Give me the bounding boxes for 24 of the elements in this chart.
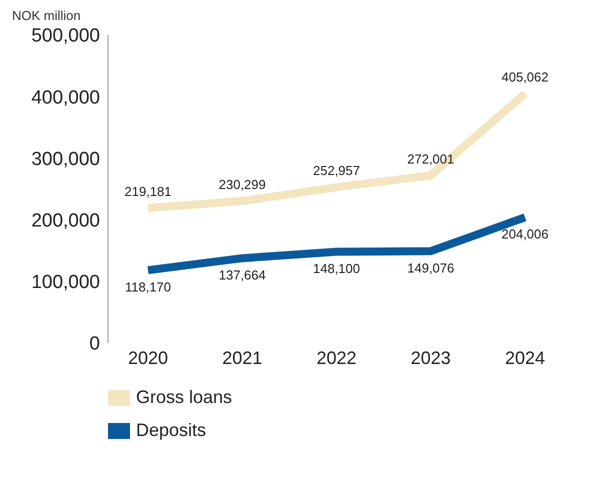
data-label: 230,299	[218, 177, 266, 192]
data-label: 137,664	[218, 267, 266, 282]
data-label: 118,170	[124, 279, 172, 294]
x-tick-label: 2024	[504, 348, 546, 368]
legend-label: Gross loans	[136, 387, 232, 408]
data-label: 252,957	[313, 163, 360, 178]
y-tick-label: 400,000	[31, 87, 100, 108]
data-label: 219,181	[124, 184, 172, 199]
x-tick-label: 2020	[128, 348, 168, 368]
legend-label: Deposits	[136, 420, 206, 441]
y-tick-label: 500,000	[31, 26, 100, 47]
data-label: 204,006	[502, 226, 548, 242]
data-label: 149,076	[407, 260, 454, 276]
data-label: 272,001	[407, 151, 454, 166]
y-tick-label: 0	[89, 334, 100, 355]
data-label: 405,062	[502, 69, 548, 84]
y-tick-label: 100,000	[31, 272, 100, 294]
y-tick-label: 300,000	[31, 148, 100, 170]
data-label: 148,100	[313, 261, 360, 276]
x-tick-label: 2022	[316, 348, 357, 368]
y-axis-title: NOK million	[12, 8, 82, 23]
y-tick-label: 200,000	[31, 210, 100, 232]
x-tick-label: 2023	[410, 348, 451, 368]
x-tick-label: 2021	[222, 348, 262, 368]
